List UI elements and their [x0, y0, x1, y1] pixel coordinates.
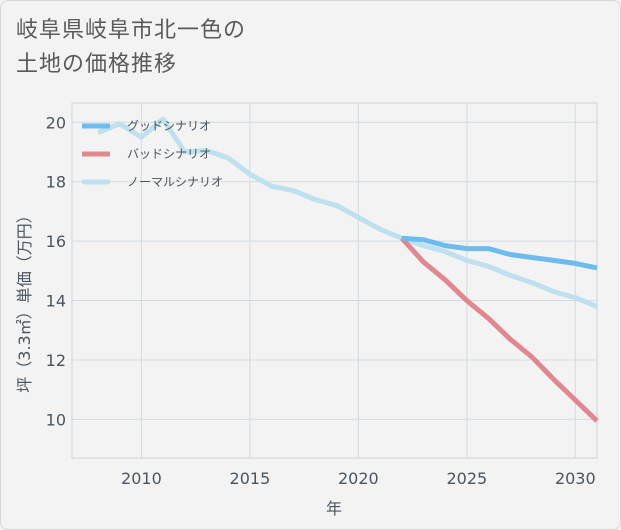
x-axis-label: 年: [326, 499, 342, 518]
y-tick-10: 10: [46, 410, 66, 429]
series-line-0: [401, 235, 598, 271]
y-tick-18: 18: [46, 173, 66, 192]
legend-label-0: グッドシナリオ: [127, 119, 211, 133]
chart-title: 岐阜県岐阜市北一色の 土地の価格推移: [16, 14, 246, 82]
plot-area: [71, 102, 598, 459]
y-axis-label: 坪（3.3㎡）単価（万円）: [15, 207, 34, 392]
title-line-1: 岐阜県岐阜市北一色の: [16, 18, 247, 43]
y-tick-labels: 10 12 14 16 18 20: [46, 113, 66, 429]
legend-label-2: ノーマルシナリオ: [127, 175, 223, 189]
y-tick-20: 20: [46, 113, 66, 132]
series-lines: [97, 116, 599, 423]
x-tick-2030: 2030: [555, 469, 596, 488]
x-tick-2025: 2025: [446, 469, 487, 488]
series-line-2: [97, 116, 598, 309]
legend-label-1: バッドシナリオ: [127, 147, 211, 161]
x-tick-2020: 2020: [338, 469, 379, 488]
grid-lines: [72, 103, 597, 458]
y-tick-14: 14: [46, 292, 66, 311]
y-tick-16: 16: [46, 232, 66, 251]
series-line-1: [399, 236, 599, 423]
x-tick-2015: 2015: [230, 469, 271, 488]
x-tick-labels: 2010 2015 2020 2025 2030: [121, 469, 596, 488]
y-tick-12: 12: [46, 351, 66, 370]
x-tick-2010: 2010: [121, 469, 162, 488]
title-line-2: 土地の価格推移: [16, 52, 178, 77]
